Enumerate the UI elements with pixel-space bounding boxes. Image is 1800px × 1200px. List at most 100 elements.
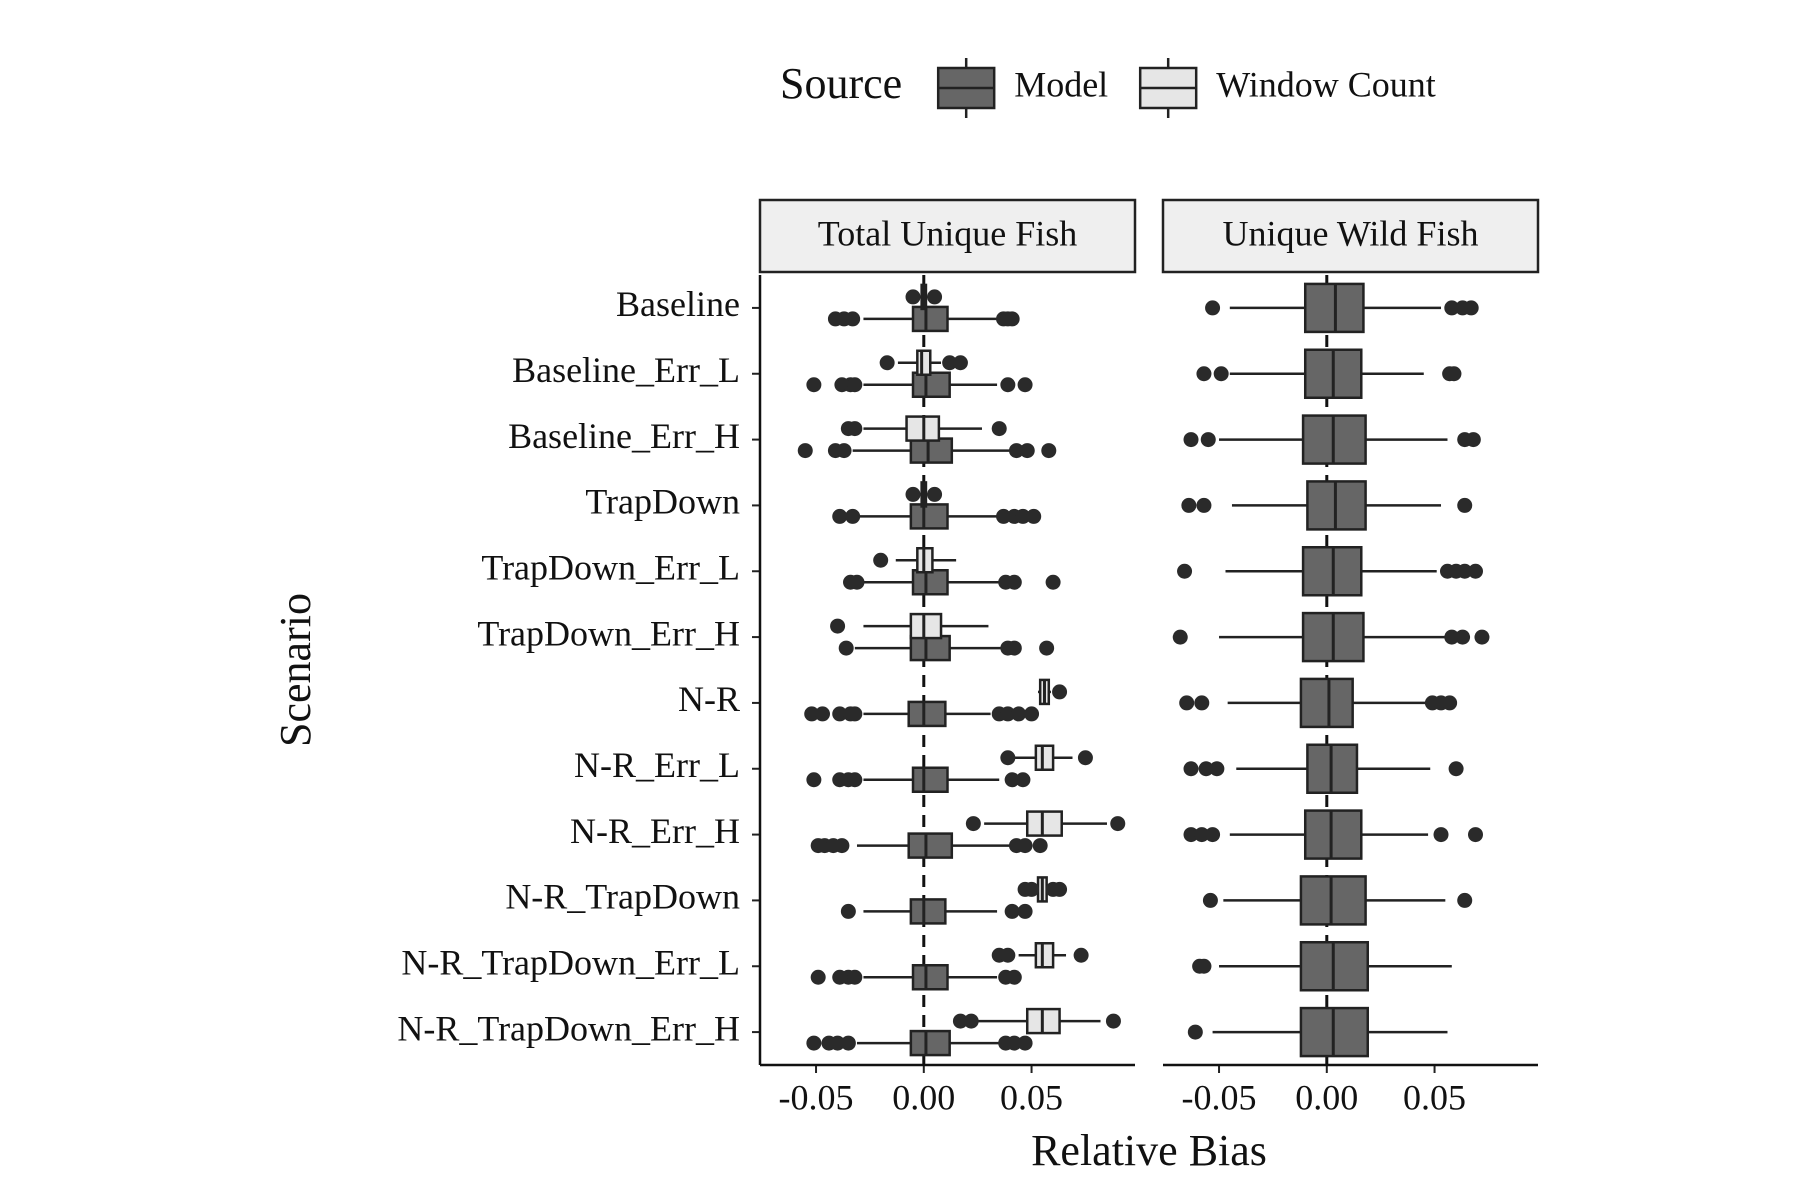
outlier bbox=[1183, 827, 1199, 843]
outlier bbox=[1433, 827, 1449, 843]
outlier bbox=[1004, 311, 1020, 327]
box bbox=[911, 305, 949, 333]
outlier bbox=[1073, 947, 1089, 963]
x-axis-title: Relative Bias bbox=[1031, 1126, 1267, 1175]
legend-label: Model bbox=[1014, 64, 1108, 104]
outlier bbox=[1077, 750, 1093, 766]
box bbox=[1299, 677, 1354, 729]
outlier bbox=[1017, 903, 1033, 919]
outlier bbox=[1015, 772, 1031, 788]
outlier bbox=[1004, 903, 1020, 919]
outlier bbox=[1183, 432, 1199, 448]
outlier bbox=[815, 706, 830, 722]
outlier bbox=[806, 772, 822, 788]
outlier bbox=[806, 1035, 822, 1051]
outlier bbox=[834, 838, 850, 854]
box bbox=[909, 634, 951, 662]
outlier bbox=[1017, 1035, 1033, 1051]
x-tick-label: -0.05 bbox=[1182, 1077, 1257, 1117]
outlier bbox=[1045, 574, 1061, 590]
outlier bbox=[1019, 443, 1035, 459]
outlier bbox=[847, 772, 863, 788]
x-tick-label: 0.05 bbox=[1000, 1077, 1063, 1117]
outlier bbox=[1006, 1035, 1022, 1051]
outlier bbox=[1442, 695, 1458, 711]
outlier bbox=[1198, 761, 1214, 777]
y-tick-label: Baseline_Err_H bbox=[508, 416, 740, 456]
outlier bbox=[847, 706, 863, 722]
outlier bbox=[1179, 695, 1195, 711]
outlier bbox=[1004, 772, 1020, 788]
outlier bbox=[847, 969, 863, 985]
outlier bbox=[1011, 706, 1027, 722]
outlier bbox=[1196, 958, 1212, 974]
outlier bbox=[1463, 300, 1479, 316]
x-tick-label: 0.00 bbox=[1295, 1077, 1358, 1117]
outlier bbox=[1194, 827, 1210, 843]
y-tick-label: TrapDown_Err_L bbox=[481, 548, 740, 588]
outlier bbox=[1024, 706, 1040, 722]
x-tick-label: -0.05 bbox=[779, 1077, 854, 1117]
facet-strip bbox=[758, 198, 1137, 274]
outlier bbox=[1196, 366, 1212, 382]
outlier bbox=[1177, 563, 1193, 579]
outlier bbox=[1105, 1013, 1121, 1029]
outlier bbox=[996, 508, 1012, 524]
y-tick-label: Baseline bbox=[616, 284, 740, 324]
outlier bbox=[1205, 827, 1221, 843]
outlier bbox=[1457, 892, 1473, 908]
outlier bbox=[1006, 574, 1022, 590]
box bbox=[911, 569, 949, 596]
outlier bbox=[830, 618, 846, 634]
y-tick-label: Baseline_Err_L bbox=[512, 350, 740, 390]
outlier bbox=[927, 486, 943, 502]
y-tick-label: N-R_TrapDown bbox=[505, 877, 740, 917]
outlier bbox=[991, 421, 1007, 437]
box bbox=[916, 349, 932, 376]
outlier bbox=[1017, 838, 1033, 854]
outlier bbox=[1448, 761, 1464, 777]
legend-title: Source bbox=[780, 59, 902, 108]
box bbox=[909, 437, 954, 464]
outlier bbox=[1000, 947, 1016, 963]
outlier bbox=[797, 443, 813, 459]
y-tick-label: TrapDown_Err_H bbox=[477, 613, 740, 653]
y-tick-label: N-R bbox=[678, 679, 740, 719]
outlier bbox=[1026, 508, 1042, 524]
box bbox=[911, 371, 951, 398]
outlier bbox=[1183, 761, 1199, 777]
outlier bbox=[879, 355, 895, 371]
y-tick-label: TrapDown bbox=[585, 482, 740, 522]
outlier bbox=[905, 486, 921, 502]
box bbox=[907, 700, 947, 728]
y-tick-label: N-R_Err_H bbox=[570, 811, 740, 851]
outlier bbox=[1205, 300, 1221, 316]
box bbox=[911, 964, 949, 991]
facet-strip bbox=[1161, 198, 1540, 274]
y-tick-label: N-R_Err_L bbox=[574, 745, 740, 785]
outlier bbox=[1032, 838, 1048, 854]
outlier bbox=[1196, 497, 1212, 513]
y-axis-title: Scenario bbox=[271, 593, 320, 747]
box bbox=[909, 898, 947, 925]
outlier bbox=[1444, 629, 1460, 645]
outlier bbox=[1024, 881, 1040, 897]
box bbox=[909, 503, 949, 530]
outlier bbox=[847, 421, 863, 437]
outlier bbox=[1200, 432, 1216, 448]
box bbox=[1303, 809, 1363, 860]
outlier bbox=[1052, 881, 1068, 897]
y-tick-label: N-R_TrapDown_Err_H bbox=[397, 1008, 740, 1048]
outlier bbox=[1006, 969, 1022, 985]
y-tick-label: N-R_TrapDown_Err_L bbox=[401, 943, 740, 983]
outlier bbox=[1468, 563, 1483, 579]
outlier bbox=[1000, 706, 1016, 722]
outlier bbox=[1006, 640, 1022, 656]
outlier bbox=[832, 508, 848, 524]
outlier bbox=[942, 355, 958, 371]
outlier bbox=[1194, 695, 1210, 711]
outlier bbox=[1041, 443, 1057, 459]
outlier bbox=[845, 311, 861, 327]
